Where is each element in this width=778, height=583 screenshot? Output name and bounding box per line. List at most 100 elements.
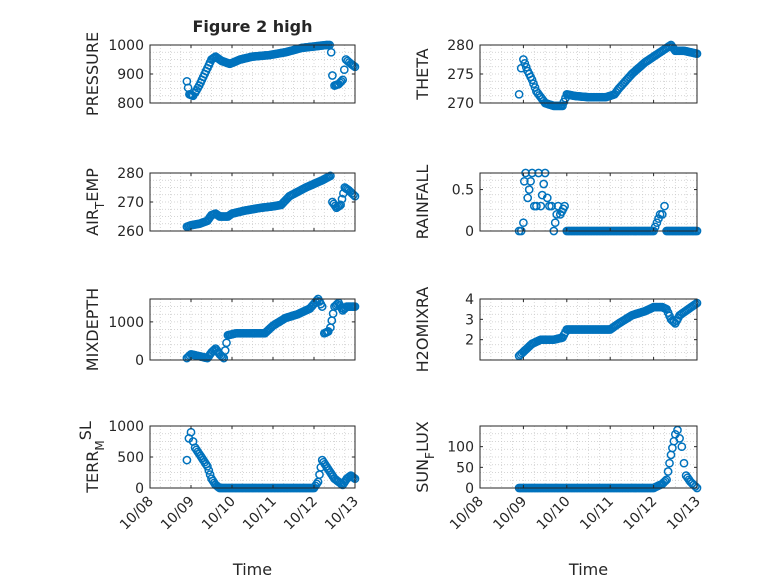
y-axis-label: SUNFLUX xyxy=(413,421,437,493)
data-point xyxy=(339,65,349,75)
y-axis-label: RAINFALL xyxy=(413,165,432,240)
y-tick-label: 500 xyxy=(117,450,144,466)
y-axis-label: MIXDEPTH xyxy=(83,288,102,371)
data-point xyxy=(526,176,535,186)
y-tick-label: 3 xyxy=(465,312,474,328)
data-point xyxy=(532,201,541,211)
data-point xyxy=(679,458,689,468)
data-point xyxy=(657,210,667,219)
x-tick-label: 10/11 xyxy=(577,494,617,534)
data-point xyxy=(675,434,684,443)
x-tick-label: 10/09 xyxy=(158,494,198,534)
y-axis-label: AIRTEMP xyxy=(83,168,107,236)
y-axis-label-subscript: F xyxy=(423,452,437,459)
data-point xyxy=(519,218,528,228)
axes-box xyxy=(479,172,698,232)
subplot-h2omixra: 2 3 4 H2OMIXRA xyxy=(413,287,702,373)
x-axis-label: Time xyxy=(232,560,272,579)
y-axis-label-main: MIXDEPTH xyxy=(83,288,102,371)
data-point xyxy=(326,47,336,57)
y-tick-label: 100 xyxy=(447,440,474,456)
axes-box xyxy=(479,298,698,361)
y-tick-label: 900 xyxy=(117,67,144,83)
x-tick-label: 10/09 xyxy=(490,494,530,534)
data-point xyxy=(337,194,347,204)
y-axis-label-main: SUN xyxy=(413,459,432,493)
y-axis-label: THETA xyxy=(413,48,432,100)
y-axis-label-main: RAINFALL xyxy=(413,165,432,240)
x-tick-label: 10/10 xyxy=(199,494,239,534)
x-tick-label: 10/10 xyxy=(534,494,574,534)
data-point xyxy=(338,75,348,85)
data-point xyxy=(558,101,567,111)
x-tick-label: 10/13 xyxy=(322,494,362,534)
data-point xyxy=(660,201,669,211)
subplot-theta: 270 275 280 THETA xyxy=(413,38,702,112)
y-tick-label: 0.5 xyxy=(452,183,474,199)
y-tick-label: 50 xyxy=(456,460,474,476)
y-tick-label: 0 xyxy=(465,481,474,497)
x-tick-label: 10/12 xyxy=(621,494,661,534)
y-axis-label-subscript: M xyxy=(93,440,107,450)
y-axis-label-subscript: T xyxy=(93,201,107,210)
data-point xyxy=(539,179,549,189)
y-tick-label: 0 xyxy=(135,481,144,497)
data-point xyxy=(328,71,337,80)
y-axis-label-superscript: SL xyxy=(76,421,95,440)
data-point xyxy=(336,200,345,210)
x-tick-label: 10/13 xyxy=(664,494,704,534)
data-point xyxy=(216,351,226,360)
data-point xyxy=(345,472,354,481)
data-point xyxy=(519,55,528,64)
y-tick-label: 1000 xyxy=(108,419,144,435)
x-tick-label: 10/12 xyxy=(281,494,321,534)
y-tick-label: 800 xyxy=(117,96,144,112)
data-point xyxy=(665,458,674,468)
y-axis-label-suffix: LUX xyxy=(413,421,432,452)
y-axis-label-main: H2OMIXRA xyxy=(413,287,432,373)
y-tick-label: 280 xyxy=(447,38,474,54)
data-point xyxy=(691,482,700,491)
data-point xyxy=(650,222,660,232)
x-tick-label: 10/08 xyxy=(117,494,157,534)
data-point xyxy=(652,218,662,228)
x-tick-label: 10/08 xyxy=(447,494,487,534)
data-point xyxy=(326,171,335,181)
y-axis-label: TERRMSL xyxy=(76,421,107,494)
data-point xyxy=(523,193,533,203)
x-axis-label: Time xyxy=(568,560,608,579)
y-tick-label: 0 xyxy=(465,224,474,240)
y-tick-label: 260 xyxy=(117,224,144,240)
y-tick-label: 4 xyxy=(465,292,474,308)
data-point xyxy=(336,76,346,86)
data-point xyxy=(208,346,218,356)
data-point xyxy=(514,89,524,99)
data-point xyxy=(550,218,560,228)
axes-box xyxy=(479,425,698,489)
x-tick-label: 10/11 xyxy=(240,494,280,534)
data-point xyxy=(349,473,358,483)
y-tick-label: 280 xyxy=(117,166,144,182)
subplot-pressure: 800 900 1000 Figure 2 high PRESSURE xyxy=(83,17,360,116)
data-point xyxy=(660,476,670,486)
y-axis-label-suffix: EMP xyxy=(83,168,102,202)
data-point xyxy=(691,299,700,309)
data-point xyxy=(204,466,214,475)
y-axis-label: PRESSURE xyxy=(83,32,102,116)
y-tick-label: 1000 xyxy=(108,38,144,54)
subplot-terrain-msl: 0 500 1000 10/08 10/09 10/10 10/11 10/12 10/13 Ti… xyxy=(76,419,362,579)
y-axis-label: H2OMIXRA xyxy=(413,287,432,373)
y-axis-label-main: PRESSURE xyxy=(83,32,102,116)
y-axis-label-main: AIR xyxy=(83,209,102,236)
subplot-mixdepth: 0 1000 MIXDEPTH xyxy=(83,288,360,371)
data-point xyxy=(536,201,546,211)
data-point xyxy=(663,467,673,476)
y-tick-label: 1000 xyxy=(108,315,144,331)
data-point xyxy=(203,461,212,471)
data-point xyxy=(349,61,358,71)
y-tick-label: 0 xyxy=(135,353,144,369)
y-tick-label: 270 xyxy=(447,96,474,112)
axes-box xyxy=(149,298,356,361)
subplot-air-temp: 260 270 280 AIRTEMP xyxy=(83,166,360,240)
